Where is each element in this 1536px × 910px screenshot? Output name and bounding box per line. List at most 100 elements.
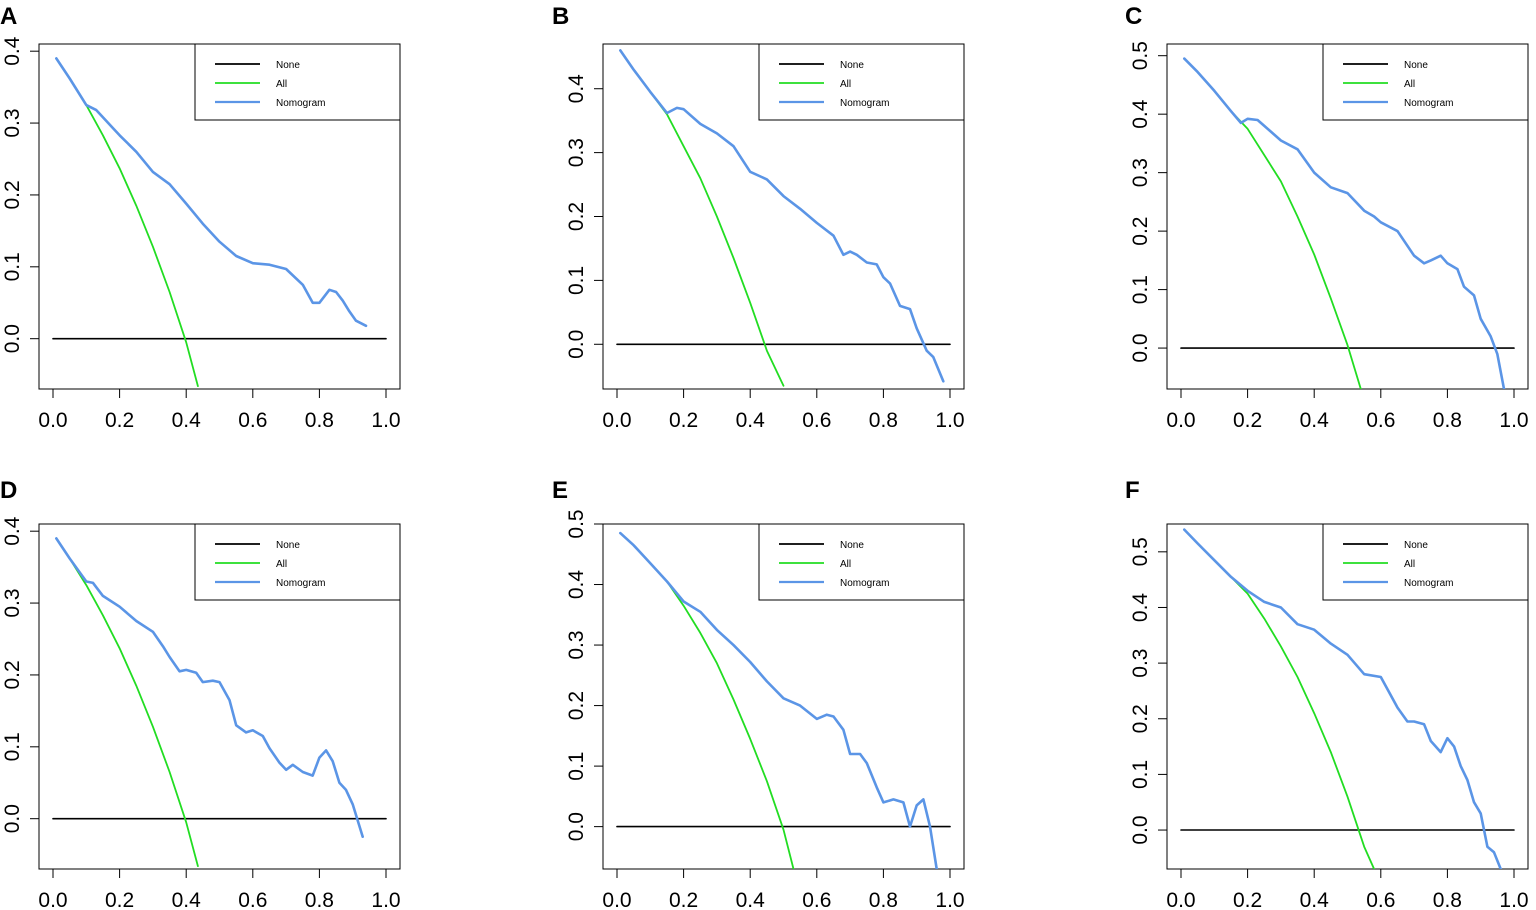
panel-label: A [0,3,17,30]
legend-label-all: All [840,559,851,570]
x-tick-label: 0.4 [1300,409,1330,432]
legend-label-nomogram: Nomogram [276,578,325,589]
series-line-all [55,537,199,867]
y-tick-label: 0.0 [565,330,588,359]
y-tick-label: 0.4 [565,74,588,104]
panel-a: A 0.0 0.2 0.4 0.6 0.8 1.0 0.0 0.1 0.2 0.3 0.4 None Al… [0,3,401,432]
y-tick-label: 0.3 [1,588,24,617]
y-tick-label: 0.2 [565,202,588,231]
legend-label-nomogram: Nomogram [276,98,325,109]
series-group [1180,528,1515,869]
y-tick-label: 0.1 [565,752,588,781]
x-tick-label: 1.0 [935,889,964,910]
panel-label: B [552,3,569,30]
y-tick-label: 0.0 [565,812,588,841]
x-tick-label: 0.0 [602,889,631,910]
y-tick-label: 0.3 [565,630,588,659]
y-tick-label: 0.0 [1,804,24,833]
x-tick-label: 0.0 [38,409,67,432]
y-tick-label: 0.3 [1129,158,1152,187]
x-tick-label: 0.8 [305,409,334,432]
series-line-nomogram [1183,528,1502,869]
legend-label-nomogram: Nomogram [840,578,889,589]
legend-label-nomogram: Nomogram [1404,578,1453,589]
y-tick-label: 0.4 [565,570,588,600]
y-tick-label: 0.4 [1,36,24,66]
x-tick-label: 0.8 [1433,409,1462,432]
legend-label-all: All [1404,79,1415,90]
legend-label-all: All [276,559,287,570]
x-tick-label: 0.4 [736,409,766,432]
legend-box [758,43,965,121]
x-tick-label: 0.4 [1300,889,1330,910]
x-tick-label: 0.6 [238,409,267,432]
y-tick-label: 0.1 [565,266,588,295]
x-tick-label: 0.2 [1233,889,1262,910]
legend: None All Nomogram [194,43,401,121]
y-tick-label: 0.0 [1129,333,1152,362]
y-tick-label: 0.3 [1129,649,1152,678]
legend-label-nomogram: Nomogram [840,98,889,109]
series-line-nomogram [1183,57,1506,389]
panel-c: C 0.0 0.2 0.4 0.6 0.8 1.0 0.0 0.1 0.2 0.3 0.4 0.5 Non… [1125,3,1529,432]
y-tick-label: 0.2 [565,691,588,720]
series-line-nomogram [54,57,368,328]
panel-label: F [1125,477,1140,504]
series-group [52,537,387,867]
x-tick-label: 1.0 [371,889,400,910]
y-tick-label: 0.2 [1,180,24,209]
x-tick-label: 1.0 [371,409,400,432]
series-line-all [55,57,199,388]
legend-label-none: None [276,540,300,551]
x-tick-label: 0.2 [669,889,698,910]
y-tick-label: 0.1 [1129,275,1152,304]
legend: None All Nomogram [758,43,965,121]
series-line-nomogram [618,49,945,383]
y-tick-label: 0.0 [1129,815,1152,844]
legend-label-all: All [1404,559,1415,570]
x-tick-label: 0.4 [172,889,202,910]
series-group [616,531,951,869]
y-tick-label: 0.2 [1129,217,1152,246]
y-tick-label: 0.5 [1129,537,1152,566]
series-line-nomogram [618,531,939,869]
x-tick-label: 0.6 [1366,409,1395,432]
panel-label: D [0,477,17,504]
legend: None All Nomogram [758,523,965,601]
x-tick-label: 0.8 [869,889,898,910]
y-tick-label: 0.4 [1129,99,1152,129]
x-tick-label: 0.4 [736,889,766,910]
legend-label-none: None [840,60,864,71]
legend-label-none: None [1404,540,1428,551]
x-tick-label: 0.6 [802,889,831,910]
y-tick-label: 0.4 [1,516,24,546]
x-tick-label: 0.2 [669,409,698,432]
x-tick-label: 0.4 [172,409,202,432]
y-tick-label: 0.1 [1129,760,1152,789]
x-tick-label: 1.0 [935,409,964,432]
series-group [1180,57,1515,389]
y-tick-label: 0.5 [1129,41,1152,70]
x-tick-label: 1.0 [1499,889,1528,910]
legend: None All Nomogram [1322,43,1529,121]
y-tick-label: 0.0 [1,324,24,353]
y-tick-label: 0.2 [1129,704,1152,733]
legend-label-none: None [840,540,864,551]
panel-b: B 0.0 0.2 0.4 0.6 0.8 1.0 0.0 0.1 0.2 0.3 0.4 None Al… [552,3,965,432]
x-tick-label: 0.2 [105,889,134,910]
legend-box [194,523,401,601]
legend-box [1322,523,1529,601]
legend-label-none: None [276,60,300,71]
panel-e: E 0.0 0.2 0.4 0.6 0.8 1.0 0.0 0.1 0.2 0.3 0.4 0.5 Non… [552,477,965,910]
x-tick-label: 0.6 [238,889,267,910]
x-tick-label: 1.0 [1499,409,1528,432]
y-tick-label: 0.4 [1129,593,1152,623]
legend: None All Nomogram [1322,523,1529,601]
series-line-nomogram [54,537,365,839]
y-tick-label: 0.3 [1,108,24,137]
x-tick-label: 0.6 [802,409,831,432]
x-tick-label: 0.0 [1166,409,1195,432]
x-tick-label: 0.6 [1366,889,1395,910]
legend-label-all: All [276,79,287,90]
